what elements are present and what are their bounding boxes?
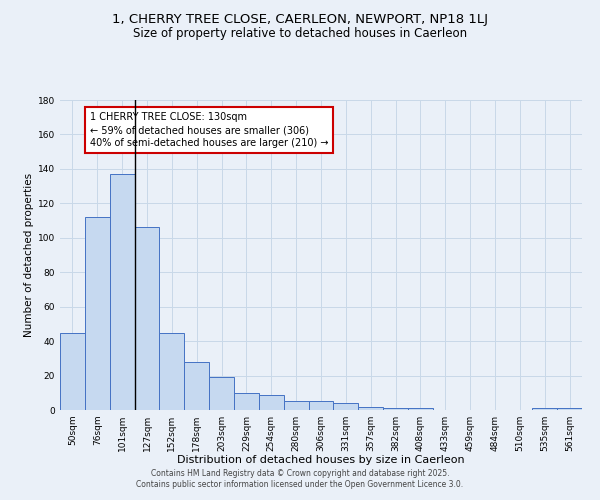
Text: 1 CHERRY TREE CLOSE: 130sqm
← 59% of detached houses are smaller (306)
40% of se: 1 CHERRY TREE CLOSE: 130sqm ← 59% of det… [90,112,328,148]
Bar [383,408,408,410]
Bar [209,378,234,410]
Bar [234,393,259,410]
Bar [184,362,209,410]
Bar [358,406,383,410]
Bar [160,332,184,410]
Bar [259,394,284,410]
Text: Size of property relative to detached houses in Caerleon: Size of property relative to detached ho… [133,28,467,40]
Bar [60,332,85,410]
Bar [85,217,110,410]
Bar [110,174,134,410]
Bar [308,402,334,410]
Bar [134,228,160,410]
Bar [557,408,582,410]
Text: Contains HM Land Registry data © Crown copyright and database right 2025.: Contains HM Land Registry data © Crown c… [151,468,449,477]
Text: Contains public sector information licensed under the Open Government Licence 3.: Contains public sector information licen… [136,480,464,489]
Bar [532,408,557,410]
Bar [334,403,358,410]
Text: 1, CHERRY TREE CLOSE, CAERLEON, NEWPORT, NP18 1LJ: 1, CHERRY TREE CLOSE, CAERLEON, NEWPORT,… [112,12,488,26]
X-axis label: Distribution of detached houses by size in Caerleon: Distribution of detached houses by size … [177,456,465,466]
Bar [408,408,433,410]
Bar [284,402,308,410]
Y-axis label: Number of detached properties: Number of detached properties [24,173,34,337]
